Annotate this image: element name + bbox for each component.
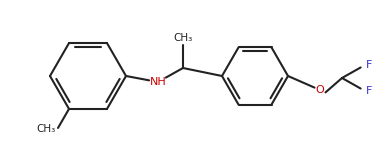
Text: NH: NH bbox=[150, 77, 167, 87]
Text: O: O bbox=[316, 85, 324, 95]
Text: F: F bbox=[366, 60, 372, 70]
Text: F: F bbox=[366, 86, 372, 96]
Text: CH₃: CH₃ bbox=[37, 124, 56, 134]
Text: CH₃: CH₃ bbox=[174, 33, 193, 43]
